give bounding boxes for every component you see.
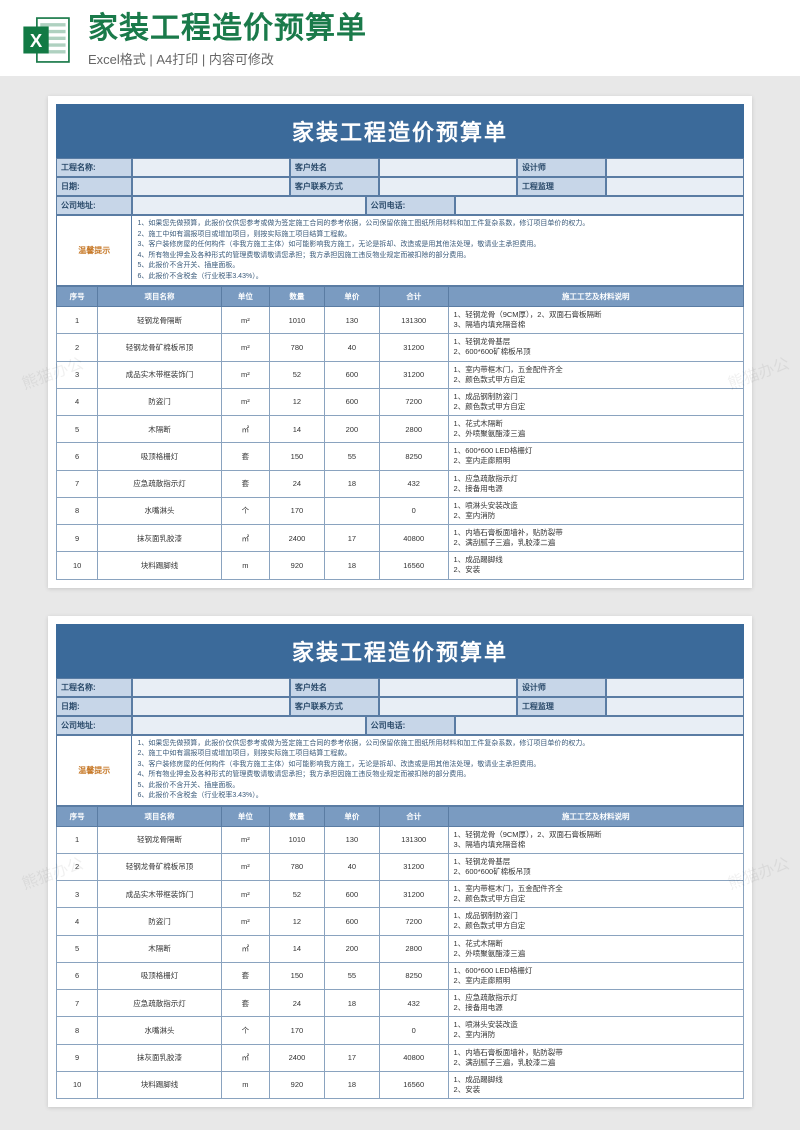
budget-table: 序号 项目名称 单位 数量 单价 合计 施工工艺及材料说明 1轻钢龙骨隔断m² … xyxy=(56,806,744,1100)
info-date-label: 日期: xyxy=(56,177,132,196)
table-row: 9抹灰面乳胶漆㎡ 24001740800 1、内墙石膏板面墙补，贴防裂带2、满刮… xyxy=(57,1044,744,1071)
table-row: 10块料踢脚线m 9201816560 1、成品踢脚线2、安装 xyxy=(57,552,744,579)
info-addr-value xyxy=(132,716,366,735)
header-title: 家装工程造价预算单 xyxy=(88,12,780,45)
tips-lines: 1、如果您先做预算，此报价仅供您参考或做为签定施工合同的参考依据，公司保留依施工… xyxy=(132,216,743,285)
info-phone-label: 公司电话: xyxy=(366,196,455,215)
col-unit: 单位 xyxy=(221,806,269,826)
info-date-value xyxy=(132,177,290,196)
budget-table: 序号 项目名称 单位 数量 单价 合计 施工工艺及材料说明 1轻钢龙骨隔断m² … xyxy=(56,286,744,580)
info-project-label: 工程名称: xyxy=(56,158,132,177)
table-row: 3成品实木带框装饰门m² 5260031200 1、室内带框木门，五金配件齐全2… xyxy=(57,361,744,388)
info-addr-label: 公司地址: xyxy=(56,716,132,735)
doc-title: 家装工程造价预算单 xyxy=(56,624,744,678)
table-row: 10块料踢脚线m 9201816560 1、成品踢脚线2、安装 xyxy=(57,1071,744,1098)
table-row: 8水嘴淋头个 1700 1、喷淋头安装改造2、室内消防 xyxy=(57,497,744,524)
col-total: 合计 xyxy=(379,287,448,307)
table-row: 2轻钢龙骨矿棉板吊顶m² 7804031200 1、轻钢龙骨基层2、600*60… xyxy=(57,853,744,880)
info-phone-value xyxy=(455,716,744,735)
info-addr-value xyxy=(132,196,366,215)
info-customer-value xyxy=(379,158,517,177)
info-grid: 工程名称: 客户姓名 设计师 日期: 客户联系方式 工程监理 xyxy=(56,678,744,716)
table-row: 1轻钢龙骨隔断m² 1010130131300 1、轻钢龙骨（9CM厚），2、双… xyxy=(57,826,744,853)
table-body: 1轻钢龙骨隔断m² 1010130131300 1、轻钢龙骨（9CM厚），2、双… xyxy=(57,826,744,1099)
doc-title: 家装工程造价预算单 xyxy=(56,104,744,158)
info-designer-label: 设计师 xyxy=(517,158,606,177)
info-contact-value xyxy=(379,697,517,716)
table-row: 4防盗门m² 126007200 1、成品钢制防盗门2、颜色款式甲方自定 xyxy=(57,908,744,935)
template-header: X 家装工程造价预算单 Excel格式 | A4打印 | 内容可修改 xyxy=(0,0,800,76)
table-row: 4防盗门m² 126007200 1、成品钢制防盗门2、颜色款式甲方自定 xyxy=(57,388,744,415)
info-designer-label: 设计师 xyxy=(517,678,606,697)
table-row: 6吸顶格栅灯套 150558250 1、600*600 LED格栅灯2、室内走廊… xyxy=(57,443,744,470)
tips-label: 温馨提示 xyxy=(57,216,132,285)
tips-box: 温馨提示 1、如果您先做预算，此报价仅供您参考或做为签定施工合同的参考依据，公司… xyxy=(56,735,744,806)
preview-area: 家装工程造价预算单 工程名称: 客户姓名 设计师 日期: 客户联系方式 工程监理… xyxy=(0,76,800,1127)
col-name: 项目名称 xyxy=(98,806,222,826)
table-row: 3成品实木带框装饰门m² 5260031200 1、室内带框木门，五金配件齐全2… xyxy=(57,881,744,908)
info-project-label: 工程名称: xyxy=(56,678,132,697)
table-header-row: 序号 项目名称 单位 数量 单价 合计 施工工艺及材料说明 xyxy=(57,287,744,307)
info-contact-value xyxy=(379,177,517,196)
info-supervisor-label: 工程监理 xyxy=(517,697,606,716)
info-date-value xyxy=(132,697,290,716)
info-project-value xyxy=(132,678,290,697)
table-header-row: 序号 项目名称 单位 数量 单价 合计 施工工艺及材料说明 xyxy=(57,806,744,826)
sheet-2: 家装工程造价预算单 工程名称: 客户姓名 设计师 日期: 客户联系方式 工程监理… xyxy=(48,616,752,1108)
tips-box: 温馨提示 1、如果您先做预算，此报价仅供您参考或做为签定施工合同的参考依据，公司… xyxy=(56,215,744,286)
col-desc: 施工工艺及材料说明 xyxy=(448,806,743,826)
col-seq: 序号 xyxy=(57,806,98,826)
info-customer-label: 客户姓名 xyxy=(290,678,379,697)
table-body: 1轻钢龙骨隔断m² 1010130131300 1、轻钢龙骨（9CM厚），2、双… xyxy=(57,307,744,580)
sheet-1: 家装工程造价预算单 工程名称: 客户姓名 设计师 日期: 客户联系方式 工程监理… xyxy=(48,96,752,588)
table-row: 7应急疏散指示灯套 2418432 1、应急疏散指示灯2、接备用电源 xyxy=(57,990,744,1017)
info-supervisor-value xyxy=(606,697,744,716)
col-price: 单价 xyxy=(324,287,379,307)
header-subtitle: Excel格式 | A4打印 | 内容可修改 xyxy=(88,49,780,68)
col-name: 项目名称 xyxy=(98,287,222,307)
info-supervisor-value xyxy=(606,177,744,196)
info-customer-value xyxy=(379,678,517,697)
info-designer-value xyxy=(606,678,744,697)
excel-icon: X xyxy=(20,13,74,67)
info-contact-label: 客户联系方式 xyxy=(290,177,379,196)
col-seq: 序号 xyxy=(57,287,98,307)
col-total: 合计 xyxy=(379,806,448,826)
header-text: 家装工程造价预算单 Excel格式 | A4打印 | 内容可修改 xyxy=(88,12,780,68)
info-phone-label: 公司电话: xyxy=(366,716,455,735)
table-row: 6吸顶格栅灯套 150558250 1、600*600 LED格栅灯2、室内走廊… xyxy=(57,962,744,989)
info-addr-label: 公司地址: xyxy=(56,196,132,215)
addr-row: 公司地址: 公司电话: xyxy=(56,716,744,735)
table-row: 1轻钢龙骨隔断m² 1010130131300 1、轻钢龙骨（9CM厚），2、双… xyxy=(57,307,744,334)
col-qty: 数量 xyxy=(269,287,324,307)
col-unit: 单位 xyxy=(221,287,269,307)
table-row: 2轻钢龙骨矿棉板吊顶m² 7804031200 1、轻钢龙骨基层2、600*60… xyxy=(57,334,744,361)
col-qty: 数量 xyxy=(269,806,324,826)
info-customer-label: 客户姓名 xyxy=(290,158,379,177)
info-date-label: 日期: xyxy=(56,697,132,716)
tips-label: 温馨提示 xyxy=(57,736,132,805)
col-desc: 施工工艺及材料说明 xyxy=(448,287,743,307)
info-project-value xyxy=(132,158,290,177)
info-designer-value xyxy=(606,158,744,177)
info-contact-label: 客户联系方式 xyxy=(290,697,379,716)
svg-text:X: X xyxy=(30,30,43,51)
table-row: 8水嘴淋头个 1700 1、喷淋头安装改造2、室内消防 xyxy=(57,1017,744,1044)
info-grid: 工程名称: 客户姓名 设计师 日期: 客户联系方式 工程监理 xyxy=(56,158,744,196)
tips-lines: 1、如果您先做预算，此报价仅供您参考或做为签定施工合同的参考依据，公司保留依施工… xyxy=(132,736,743,805)
table-row: 5木隔断㎡ 142002800 1、花式木隔断2、外喷聚氨酯漆三遍 xyxy=(57,935,744,962)
col-price: 单价 xyxy=(324,806,379,826)
table-row: 9抹灰面乳胶漆㎡ 24001740800 1、内墙石膏板面墙补，贴防裂带2、满刮… xyxy=(57,525,744,552)
table-row: 5木隔断㎡ 142002800 1、花式木隔断2、外喷聚氨酯漆三遍 xyxy=(57,416,744,443)
table-row: 7应急疏散指示灯套 2418432 1、应急疏散指示灯2、接备用电源 xyxy=(57,470,744,497)
info-supervisor-label: 工程监理 xyxy=(517,177,606,196)
info-phone-value xyxy=(455,196,744,215)
addr-row: 公司地址: 公司电话: xyxy=(56,196,744,215)
